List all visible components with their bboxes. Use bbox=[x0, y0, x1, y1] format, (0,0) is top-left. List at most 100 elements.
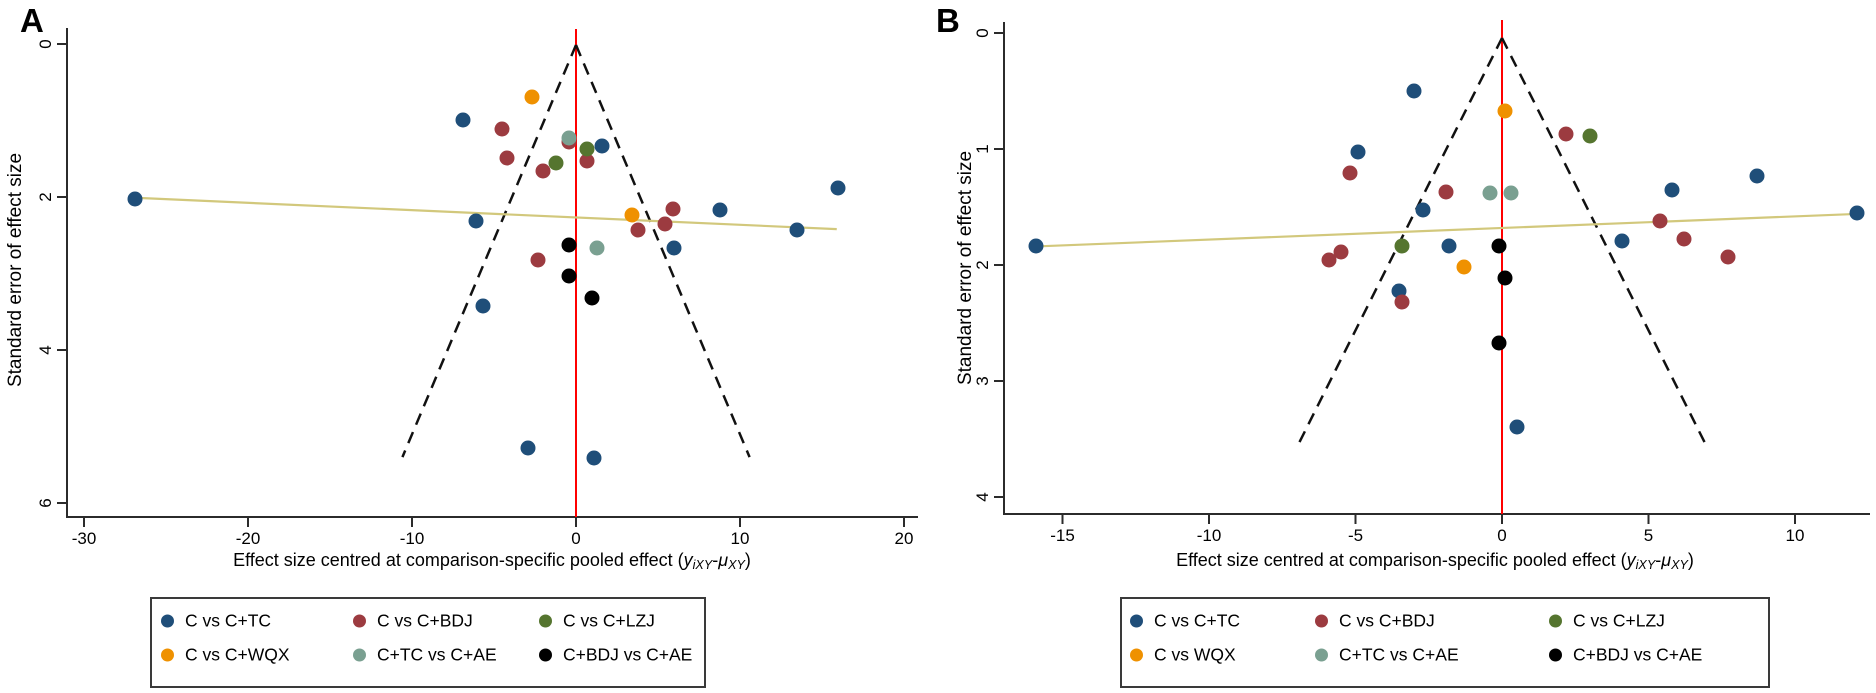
panel-b-x-axis-title-part: iXY bbox=[1635, 558, 1656, 573]
panel-a-legend-label-c-vs-c-bdj: C vs C+BDJ bbox=[377, 610, 473, 631]
panel-a-x-axis-title-part: iXY bbox=[692, 558, 713, 573]
panel-b-label: B bbox=[936, 2, 960, 39]
panel-b-y-axis-title: Standard error of effect size bbox=[955, 150, 976, 386]
panel-a-point-c-vs-c-bdj bbox=[579, 153, 595, 169]
panel-b-regression-line bbox=[1036, 212, 1857, 248]
panel-b-point-c-bdj-vs-c-ae bbox=[1491, 238, 1507, 254]
panel-b-x-tick-label-5: 5 bbox=[1643, 526, 1654, 545]
panel-a-x-tick-label--20: -20 bbox=[235, 529, 261, 548]
panel-a-legend-dot-c-vs-c-bdj bbox=[353, 614, 366, 628]
panel-a-legend-entry-c-vs-c-lzj: C vs C+LZJ bbox=[539, 611, 655, 632]
panel-b-legend-entry-c-bdj-vs-c-ae: C+BDJ vs C+AE bbox=[1549, 645, 1702, 666]
panel-b-legend-label-c-vs-wqx: C vs WQX bbox=[1154, 644, 1236, 665]
panel-b-legend-dot-c-vs-c-tc bbox=[1130, 614, 1143, 628]
panel-b-y-tick-label-0: 0 bbox=[973, 28, 992, 38]
panel-a-point-c-tc-vs-c-ae bbox=[589, 240, 605, 256]
panel-a-point-c-vs-c-wqx bbox=[624, 207, 640, 223]
panel-b-point-c-vs-c-tc bbox=[1391, 283, 1407, 299]
panel-a-point-c-vs-c-bdj bbox=[657, 216, 673, 232]
panel-b-legend-label-c-bdj-vs-c-ae: C+BDJ vs C+AE bbox=[1573, 644, 1703, 665]
panel-b-point-c-vs-c-tc bbox=[1415, 202, 1431, 218]
panel-b-point-c-vs-c-tc bbox=[1406, 83, 1422, 99]
panel-b-point-c-vs-c-bdj bbox=[1652, 213, 1668, 229]
panel-a-x-axis-title-part: Effect size centred at comparison-specif… bbox=[233, 550, 684, 570]
panel-a-y-tick-label-6: 6 bbox=[36, 498, 55, 508]
panel-a-x-tick-label-10: 10 bbox=[730, 529, 750, 548]
panel-a-point-c-vs-c-tc bbox=[475, 298, 491, 314]
panel-b-x-tick-label-10: 10 bbox=[1785, 526, 1805, 545]
panel-b-legend-entry-c-vs-c-tc: C vs C+TC bbox=[1130, 611, 1240, 632]
panel-b-point-c-vs-c-tc bbox=[1614, 233, 1630, 249]
panel-b-legend-label-c-tc-vs-c-ae: C+TC vs C+AE bbox=[1339, 644, 1459, 665]
panel-a-point-c-vs-c-bdj bbox=[530, 252, 546, 268]
panel-a-legend-dot-c-vs-c-lzj bbox=[539, 614, 552, 628]
panel-a-point-c-vs-c-bdj bbox=[499, 150, 515, 166]
panel-a-x-tick-label-0: 0 bbox=[571, 529, 581, 548]
panel-b-x-axis-title-part: ) bbox=[1687, 550, 1694, 570]
panel-a-x-axis-title-part: - bbox=[712, 550, 719, 570]
panel-a-legend-label-c-bdj-vs-c-ae: C+BDJ vs C+AE bbox=[563, 644, 693, 665]
panel-a-funnel-left-dashed-line bbox=[401, 44, 578, 458]
panel-b-legend-entry-c-vs-wqx: C vs WQX bbox=[1130, 645, 1236, 666]
panel-a-y-axis-title: Standard error of effect size bbox=[5, 152, 26, 388]
panel-b-legend-entry-c-tc-vs-c-ae: C+TC vs C+AE bbox=[1315, 645, 1459, 666]
panel-b-point-c-vs-c-bdj bbox=[1720, 249, 1736, 265]
panel-b-point-c-vs-c-lzj bbox=[1394, 238, 1410, 254]
panel-b-x-tick-label-0: 0 bbox=[1497, 526, 1507, 545]
panel-b-legend-dot-c-vs-c-lzj bbox=[1549, 614, 1562, 628]
panel-b-x-tick-label--5: -5 bbox=[1347, 526, 1364, 545]
legend-panel-b bbox=[1120, 597, 1770, 688]
panel-b-point-c-vs-c-bdj bbox=[1333, 244, 1349, 260]
panel-a-legend-entry-c-tc-vs-c-ae: C+TC vs C+AE bbox=[353, 645, 497, 666]
panel-b-x-axis-title: Effect size centred at comparison-specif… bbox=[1176, 550, 1694, 572]
panel-b-legend-dot-c-tc-vs-c-ae bbox=[1315, 648, 1328, 662]
panel-a-regression-line bbox=[134, 196, 837, 231]
panel-a-point-c-tc-vs-c-ae bbox=[561, 130, 577, 146]
panel-b-point-c-vs-c-tc bbox=[1849, 205, 1865, 221]
panel-b-x-tick-label--15: -15 bbox=[1050, 526, 1075, 545]
panel-a-legend-dot-c-tc-vs-c-ae bbox=[353, 648, 366, 662]
panel-a-label: A bbox=[20, 2, 44, 39]
panel-a-point-c-bdj-vs-c-ae bbox=[561, 237, 577, 253]
panel-b-point-c-vs-c-bdj bbox=[1321, 252, 1337, 268]
panel-a-legend-label-c-vs-c-wqx: C vs C+WQX bbox=[185, 644, 290, 665]
panel-b-y-tick-label-4: 4 bbox=[973, 492, 992, 502]
panel-b-legend-entry-c-vs-c-lzj: C vs C+LZJ bbox=[1549, 611, 1665, 632]
panel-a-legend-entry-c-bdj-vs-c-ae: C+BDJ vs C+AE bbox=[539, 645, 692, 666]
panel-a-legend-label-c-vs-c-lzj: C vs C+LZJ bbox=[563, 610, 655, 631]
panel-a-point-c-bdj-vs-c-ae bbox=[561, 268, 577, 284]
panel-b-point-c-vs-wqx bbox=[1497, 103, 1513, 119]
panel-a-point-c-vs-c-bdj bbox=[630, 222, 646, 238]
panel-a-point-c-vs-c-tc bbox=[594, 138, 610, 154]
panel-b-point-c-bdj-vs-c-ae bbox=[1497, 270, 1513, 286]
panel-a-y-tick-label-2: 2 bbox=[36, 192, 55, 202]
panel-b-funnel-right-dashed-line bbox=[1500, 37, 1709, 449]
panel-a-point-c-vs-c-tc bbox=[520, 440, 536, 456]
panel-b-x-tick-label--10: -10 bbox=[1196, 526, 1222, 545]
panel-a-x-tick-label--30: -30 bbox=[71, 529, 97, 548]
panel-b-point-c-vs-c-bdj bbox=[1342, 165, 1358, 181]
panel-a-y-tick-label-4: 4 bbox=[36, 345, 55, 355]
panel-b-point-c-bdj-vs-c-ae bbox=[1491, 335, 1507, 351]
panel-a-legend-entry-c-vs-c-bdj: C vs C+BDJ bbox=[353, 611, 473, 632]
panel-a-x-axis-title: Effect size centred at comparison-specif… bbox=[233, 550, 751, 572]
panel-b-point-c-vs-c-tc bbox=[1441, 238, 1457, 254]
panel-b-x-axis-title-part: μ bbox=[1661, 550, 1672, 570]
panel-b-legend-entry-c-vs-c-bdj: C vs C+BDJ bbox=[1315, 611, 1435, 632]
panel-a-x-axis-title-part: y bbox=[683, 550, 693, 570]
panel-b-point-c-vs-c-bdj bbox=[1394, 294, 1410, 310]
panel-b-legend-label-c-vs-c-bdj: C vs C+BDJ bbox=[1339, 610, 1435, 631]
panel-b-legend-label-c-vs-c-tc: C vs C+TC bbox=[1154, 610, 1241, 631]
panel-b-legend-label-c-vs-c-lzj: C vs C+LZJ bbox=[1573, 610, 1665, 631]
panel-a-x-axis-title-part: μ bbox=[718, 550, 729, 570]
panel-a-point-c-vs-c-lzj bbox=[548, 155, 564, 171]
panel-a-legend-label-c-vs-c-tc: C vs C+TC bbox=[185, 610, 272, 631]
panel-b-point-c-vs-c-tc bbox=[1749, 168, 1765, 184]
panel-a-x-axis-title-part: XY bbox=[728, 558, 745, 573]
panel-a-legend-dot-c-vs-c-tc bbox=[161, 614, 174, 628]
panel-a-x-tick-label-20: 20 bbox=[894, 529, 914, 548]
panel-a-point-c-vs-c-bdj bbox=[665, 201, 681, 217]
panel-a-point-c-vs-c-tc bbox=[468, 213, 484, 229]
panel-a-point-c-vs-c-wqx bbox=[524, 89, 540, 105]
